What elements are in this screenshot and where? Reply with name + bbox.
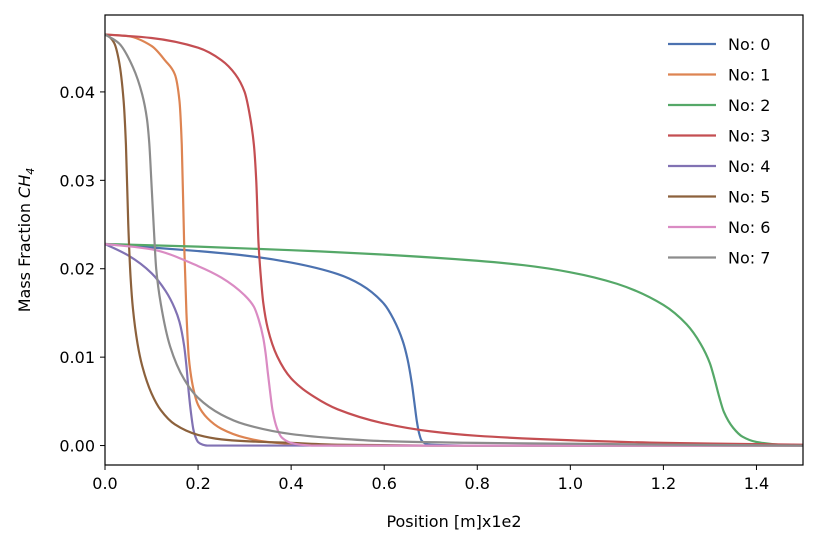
y-axis-label-subscript: 4 [24,168,37,175]
y-tick-label: 0.02 [59,260,95,279]
x-axis-label: Position [m]x1e2 [386,512,521,531]
legend-label: No: 7 [728,249,770,268]
series-line-6 [105,242,803,447]
legend-label: No: 4 [728,157,770,176]
legend-label: No: 1 [728,66,770,85]
x-tick-label: 1.0 [558,474,583,493]
series-line-7 [105,33,803,447]
legend-label: No: 2 [728,96,770,115]
y-tick-label: 0.01 [59,348,95,367]
legend-label: No: 0 [728,35,770,54]
y-tick-label: 0.04 [59,83,95,102]
x-axis-ticks: 0.0 0.2 0.4 0.6 0.8 1.0 1.2 1.4 [92,465,769,493]
y-tick-label: 0.00 [59,437,95,456]
legend-label: No: 3 [728,127,770,146]
y-axis-label-species: CH [15,175,34,198]
x-tick-label: 0.2 [185,474,210,493]
legend-label: No: 6 [728,218,770,237]
series-line-3 [105,33,803,446]
x-tick-label: 0.0 [92,474,117,493]
y-axis-label-prefix: Mass Fraction [15,198,34,312]
x-tick-label: 1.2 [651,474,676,493]
plot-frame [104,14,804,466]
series-line-2 [105,242,803,447]
x-tick-label: 0.4 [278,474,303,493]
series-layer [105,33,803,447]
x-tick-label: 0.8 [465,474,490,493]
x-tick-label: 0.6 [371,474,396,493]
y-axis-label: Mass Fraction CH4 [15,168,37,313]
series-line-4 [105,242,803,447]
y-tick-label: 0.03 [59,171,95,190]
legend: No: 0 No: 1 No: 2 No: 3 No: 4 No: 5 No: 6 No: 7 [668,35,770,268]
legend-label: No: 5 [728,188,770,207]
y-axis-ticks: 0.00 0.01 0.02 0.03 0.04 [59,83,105,456]
x-tick-label: 1.4 [744,474,769,493]
